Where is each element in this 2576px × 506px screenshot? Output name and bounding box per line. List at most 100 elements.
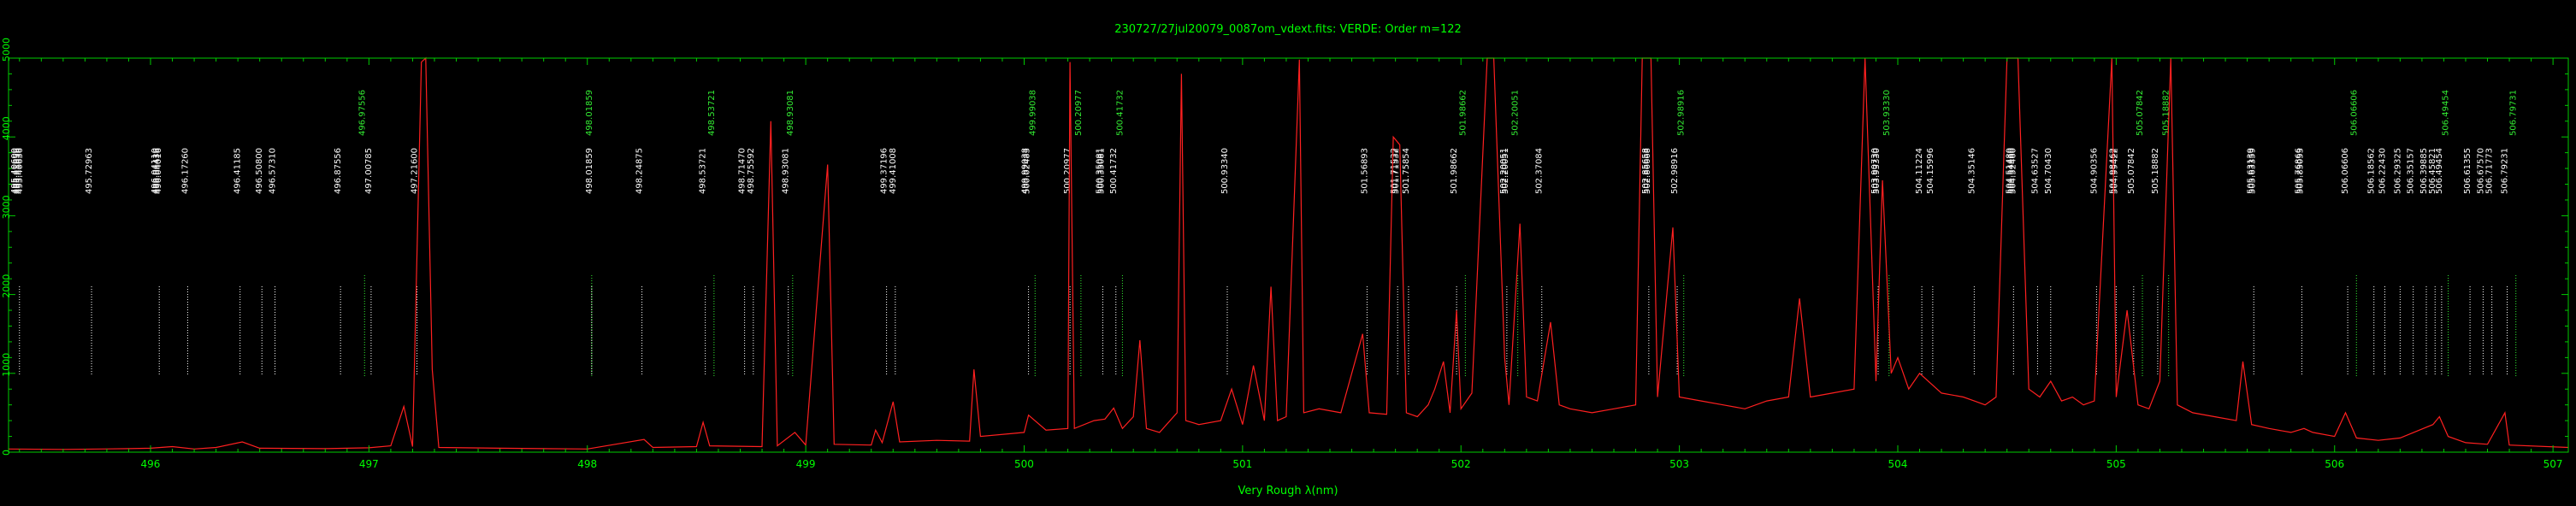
line-id-label: 499.37196 bbox=[880, 148, 889, 194]
line-id-label: 505.07842 bbox=[2136, 90, 2145, 136]
line-id-label: 496.57310 bbox=[269, 148, 278, 194]
x-tick-label: 499 bbox=[796, 458, 816, 470]
line-id-label: 506.49454 bbox=[2435, 148, 2444, 194]
y-tick-label: 4000 bbox=[1, 116, 12, 140]
line-id-label: 506.61355 bbox=[2463, 148, 2473, 194]
line-id-label: 496.50800 bbox=[255, 148, 264, 194]
line-id-label: 506.06606 bbox=[2341, 148, 2350, 194]
line-id-label: 503.93330 bbox=[1882, 90, 1892, 136]
x-tick-label: 506 bbox=[2325, 458, 2344, 470]
line-id-label: 499.99038 bbox=[1021, 148, 1031, 194]
line-id-label: 496.41185 bbox=[233, 148, 243, 194]
spectrum-line bbox=[8, 56, 2569, 450]
line-id-label: 506.18562 bbox=[2367, 148, 2377, 194]
line-id-label: 506.67570 bbox=[2476, 148, 2485, 194]
x-tick-label: 503 bbox=[1669, 458, 1689, 470]
line-id-label: 500.41732 bbox=[1109, 148, 1119, 194]
line-id-label: 506.29325 bbox=[2393, 148, 2402, 194]
line-id-label: 496.17260 bbox=[180, 148, 190, 194]
line-id-label: 504.51480 bbox=[2005, 148, 2014, 194]
spectrum-series bbox=[8, 56, 2569, 450]
line-id-label: 505.63359 bbox=[2248, 148, 2257, 194]
x-tick-label: 502 bbox=[1451, 458, 1471, 470]
line-id-label: 500.93340 bbox=[1220, 148, 1230, 194]
line-id-label: 502.98916 bbox=[1670, 148, 1680, 194]
line-id-label: 498.01859 bbox=[585, 148, 594, 194]
plot-frame bbox=[8, 57, 2569, 453]
y-tick-label: 0 bbox=[1, 450, 12, 456]
x-tick-label: 496 bbox=[141, 458, 161, 470]
y-tick-label: 5000 bbox=[1, 38, 12, 62]
line-id-label: 501.75854 bbox=[1402, 148, 1411, 194]
line-id-label: 502.20051 bbox=[1501, 148, 1510, 194]
line-id-label: 504.70430 bbox=[2044, 148, 2053, 194]
line-id-label: 499.41008 bbox=[889, 148, 898, 194]
line-id-label: 504.90356 bbox=[2089, 148, 2099, 194]
x-axis-label: Very Rough λ(nm) bbox=[1238, 485, 1338, 497]
y-tick-label: 2000 bbox=[1, 274, 12, 298]
line-id-label: 495.41656 bbox=[12, 148, 21, 194]
x-tick-label: 497 bbox=[359, 458, 379, 470]
line-id-label: 506.06606 bbox=[2349, 90, 2359, 136]
line-id-label: 498.24875 bbox=[635, 148, 645, 194]
y-tick-label: 3000 bbox=[1, 195, 12, 219]
line-id-label: 504.11224 bbox=[1915, 148, 1924, 194]
line-id-label: 505.18882 bbox=[2151, 148, 2160, 194]
x-tick-label: 507 bbox=[2544, 458, 2563, 470]
line-id-label: 500.20977 bbox=[1074, 90, 1084, 136]
line-id-label: 504.35146 bbox=[1967, 148, 1976, 194]
x-tick-label: 500 bbox=[1014, 458, 1034, 470]
line-id-label: 504.15996 bbox=[1926, 148, 1935, 194]
line-id-label: 505.18882 bbox=[2162, 90, 2171, 136]
line-id-label: 501.56893 bbox=[1360, 148, 1369, 194]
line-id-label: 506.45821 bbox=[2428, 148, 2437, 194]
line-id-label: 506.22430 bbox=[2378, 148, 2387, 194]
line-id-label: 505.83053 bbox=[2295, 148, 2305, 194]
x-tick-label: 501 bbox=[1232, 458, 1252, 470]
plot-axes: 496 497 498 499 500 501 502 503 504 505 506 507 0 100… bbox=[1, 38, 2569, 470]
line-id-label: 497.00785 bbox=[364, 148, 374, 194]
line-id-label: 496.04110 bbox=[151, 148, 160, 194]
line-id-label: 501.71532 bbox=[1390, 148, 1399, 194]
line-id-label: 498.53721 bbox=[707, 90, 717, 136]
line-id-label: 495.41636 bbox=[14, 148, 23, 194]
line-id-label: 501.71532 bbox=[1391, 148, 1401, 194]
x-tick-label: 504 bbox=[1888, 458, 1908, 470]
line-id-label: 496.97556 bbox=[357, 90, 367, 136]
line-id-label: 502.86668 bbox=[1643, 148, 1652, 194]
line-id-label: 496.04016 bbox=[154, 148, 163, 194]
line-id-label: 495.72963 bbox=[85, 148, 94, 194]
line-id-label: 498.93081 bbox=[782, 148, 791, 194]
line-id-label: 506.79231 bbox=[2500, 148, 2509, 194]
line-id-label: 505.07842 bbox=[2127, 148, 2136, 194]
line-id-label: 495.40636 bbox=[15, 148, 25, 194]
line-id-label: 504.54460 bbox=[2006, 148, 2016, 194]
line-id-label: 506.49454 bbox=[2442, 90, 2451, 136]
line-id-label: 501.98662 bbox=[1450, 148, 1459, 194]
line-id-label: 502.20051 bbox=[1511, 90, 1521, 136]
line-id-label: 506.79731 bbox=[2509, 90, 2519, 136]
line-id-label: 503.93330 bbox=[1872, 148, 1882, 194]
line-id-label: 505.63139 bbox=[2246, 148, 2255, 194]
line-id-label: 501.98662 bbox=[1458, 90, 1468, 136]
line-id-label: 496.04436 bbox=[152, 148, 162, 194]
line-id-label: 499.99038 bbox=[1028, 90, 1037, 136]
line-id-label: 504.63527 bbox=[2030, 148, 2040, 194]
x-tick-label: 498 bbox=[577, 458, 597, 470]
line-id-label: 498.93081 bbox=[786, 90, 795, 136]
line-id-label: 502.37084 bbox=[1535, 148, 1545, 194]
line-id-label: 498.53721 bbox=[699, 148, 708, 194]
line-id-label: 505.76866 bbox=[2294, 148, 2303, 194]
line-id-label: 497.21600 bbox=[411, 148, 420, 194]
line-id-label: 500.02483 bbox=[1023, 148, 1032, 194]
line-id-label: 498.71470 bbox=[738, 148, 747, 194]
x-tick-label: 505 bbox=[2106, 458, 2126, 470]
line-id-label: 506.39885 bbox=[2419, 148, 2429, 194]
line-id-label: 504.52460 bbox=[2008, 148, 2018, 194]
line-id-label: 502.20051 bbox=[1499, 148, 1509, 194]
line-id-label: 500.20977 bbox=[1063, 148, 1072, 194]
